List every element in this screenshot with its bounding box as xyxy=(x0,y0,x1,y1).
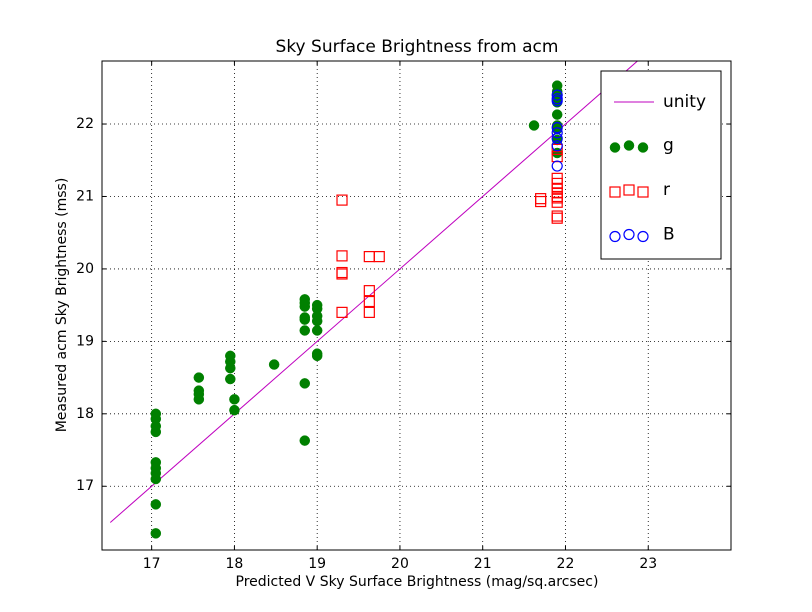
point xyxy=(551,95,563,107)
point xyxy=(551,132,563,145)
point xyxy=(336,194,348,206)
legend-marker xyxy=(637,186,649,198)
point xyxy=(225,362,236,374)
legend-marker xyxy=(609,142,621,153)
point xyxy=(299,314,311,325)
point xyxy=(551,140,563,152)
legend-item: r xyxy=(609,180,670,200)
point xyxy=(336,268,348,280)
point xyxy=(299,325,311,336)
legend-item: B xyxy=(609,225,675,245)
legend-label: B xyxy=(663,225,675,245)
point xyxy=(336,250,348,262)
x-tick-label: 20 xyxy=(391,556,409,572)
point xyxy=(229,394,240,405)
legend-marker xyxy=(623,140,635,151)
legend-marker xyxy=(637,142,649,153)
point xyxy=(551,127,563,139)
point xyxy=(229,404,240,416)
y-tick-label: 17 xyxy=(76,478,94,494)
x-tick-label: 23 xyxy=(639,556,657,572)
point xyxy=(150,426,162,438)
legend-item: g xyxy=(609,136,674,156)
point xyxy=(528,120,540,131)
point xyxy=(299,301,311,312)
point xyxy=(551,109,563,120)
legend-label: g xyxy=(663,136,674,156)
point xyxy=(311,325,323,336)
point xyxy=(299,435,311,446)
point xyxy=(336,306,348,318)
point xyxy=(150,528,162,539)
point xyxy=(268,359,280,370)
unity-line xyxy=(109,61,639,523)
x-axis-label: Predicted V Sky Surface Brightness (mag/… xyxy=(236,574,599,590)
x-tick-label: 22 xyxy=(557,556,575,572)
point xyxy=(551,160,563,172)
y-tick-label: 20 xyxy=(76,261,94,277)
point xyxy=(299,378,311,389)
legend-marker xyxy=(637,230,649,243)
point xyxy=(311,350,323,362)
legend-marker xyxy=(623,184,635,196)
axes-frame xyxy=(101,60,732,551)
point xyxy=(150,499,162,510)
point xyxy=(551,212,563,224)
ticks: 17 18 19 20 21 22 23 17 18 19 20 21 22 xyxy=(76,61,731,572)
point xyxy=(551,190,563,203)
legend-label: unity xyxy=(663,92,706,112)
legend-marker xyxy=(609,186,621,198)
plot-area xyxy=(109,61,639,539)
point xyxy=(551,89,563,101)
y-tick-label: 22 xyxy=(76,116,94,132)
point xyxy=(225,373,236,385)
point xyxy=(373,251,385,263)
point xyxy=(193,394,205,405)
point xyxy=(193,372,205,383)
x-tick-label: 17 xyxy=(143,556,161,572)
legend-label: r xyxy=(663,180,670,200)
x-tick-label: 18 xyxy=(226,556,244,572)
y-tick-label: 19 xyxy=(76,333,94,349)
x-tick-label: 21 xyxy=(474,556,492,572)
point xyxy=(363,285,375,297)
point xyxy=(551,143,563,155)
point xyxy=(150,473,162,485)
legend-item: unity xyxy=(614,92,706,112)
y-tick-label: 18 xyxy=(76,406,94,422)
x-tick-label: 19 xyxy=(308,556,326,572)
legend: unity g r B xyxy=(600,70,722,260)
point xyxy=(363,295,375,308)
legend-marker xyxy=(609,230,621,243)
y-axis-label: Measured acm Sky Brightness (mss) xyxy=(54,178,70,433)
legend-marker xyxy=(623,228,635,241)
point xyxy=(535,195,547,208)
point xyxy=(551,122,563,134)
point xyxy=(311,315,323,327)
y-tick-label: 21 xyxy=(76,188,94,204)
chart-title: Sky Surface Brightness from acm xyxy=(276,37,559,57)
point xyxy=(363,306,375,318)
point xyxy=(551,196,563,208)
